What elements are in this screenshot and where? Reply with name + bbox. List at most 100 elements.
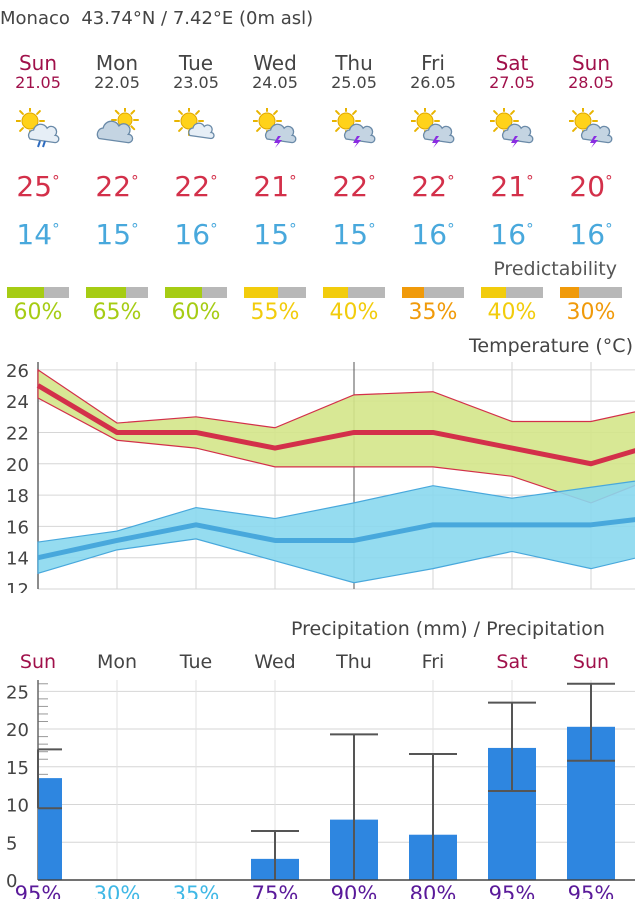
precipitation-day-label: Mon (97, 651, 137, 673)
max-temperature: 22° (319, 170, 389, 203)
temperature-tick-label: 14 (6, 549, 29, 570)
predictability-fill (165, 287, 203, 298)
degree-symbol: ° (605, 172, 613, 190)
min-temperature: 16° (556, 218, 626, 251)
min-temperature-value: 15 (253, 218, 290, 251)
day-date: 26.05 (410, 73, 456, 92)
day-header: Tue 23.05 (161, 52, 231, 91)
max-temperature: 22° (161, 170, 231, 203)
precipitation-title: Precipitation (mm) / Precipitation (291, 618, 605, 640)
day-date: 28.05 (568, 73, 614, 92)
predictability-value: 30% (566, 300, 616, 325)
sun-thunderstorm-icon (568, 106, 613, 148)
max-temperature: 25° (3, 170, 73, 203)
degree-symbol: ° (131, 172, 139, 190)
day-name: Mon (95, 51, 139, 75)
max-temperature: 22° (82, 170, 152, 203)
max-temperature: 22° (398, 170, 468, 203)
degree-symbol: ° (526, 172, 534, 190)
location-coords: 43.74°N / 7.42°E (0m asl) (81, 8, 314, 29)
precipitation-error-bar (567, 682, 615, 762)
precipitation-tick-label: 15 (6, 758, 29, 779)
day-header: Wed 24.05 (240, 52, 310, 91)
day-date: 22.05 (94, 73, 140, 92)
day-date: 27.05 (489, 73, 535, 92)
min-temperature: 14° (3, 218, 73, 251)
precipitation-probability: 75% (252, 882, 299, 899)
day-date: 23.05 (173, 73, 219, 92)
predictability-bar (244, 287, 306, 298)
min-temperature-line (37, 517, 635, 561)
predictability-value: 65% (92, 300, 142, 325)
day-name: Sat (495, 51, 529, 75)
predictability-value: 35% (408, 300, 458, 325)
predictability-fill (323, 287, 348, 298)
min-temperature-value: 14 (16, 218, 53, 251)
min-temperature-value: 15 (332, 218, 369, 251)
predictability-value: 60% (171, 300, 221, 325)
temperature-title: Temperature (°C) (469, 335, 633, 357)
predictability-title: Predictability (493, 258, 617, 280)
sun-cloud-rain-icon (15, 106, 60, 148)
predictability-fill (560, 287, 579, 298)
degree-symbol: ° (447, 172, 455, 190)
location-name: Monaco (0, 8, 70, 29)
day-name: Sun (571, 51, 611, 75)
max-temperature-value: 22 (174, 170, 211, 203)
min-temperature-value: 16 (174, 218, 211, 251)
temperature-tick-label: 20 (6, 455, 29, 476)
sun-cloud-icon (174, 106, 218, 148)
predictability-fill (402, 287, 424, 298)
day-date: 25.05 (331, 73, 377, 92)
temperature-tick-label: 12 (6, 580, 29, 593)
temperature-tick-label: 16 (6, 517, 29, 538)
degree-symbol: ° (605, 220, 613, 238)
degree-symbol: ° (131, 220, 139, 238)
precipitation-probability: 95% (489, 882, 536, 899)
temperature-tick-label: 24 (6, 392, 29, 413)
degree-symbol: ° (289, 172, 297, 190)
sun-thunderstorm-icon (252, 106, 297, 148)
degree-symbol: ° (52, 220, 60, 238)
precipitation-error-bar (251, 829, 299, 880)
temperature-chart: 12 14 16 18 20 22 24 26 (6, 361, 635, 593)
precipitation-tick-label: 10 (6, 796, 29, 817)
predictability-fill (244, 287, 279, 298)
max-temperature: 21° (240, 170, 310, 203)
degree-symbol: ° (289, 220, 297, 238)
predictability-value: 55% (250, 300, 300, 325)
predictability-bar (402, 287, 464, 298)
precipitation-probability: 90% (331, 882, 378, 899)
precipitation-error-bar (37, 748, 62, 810)
day-date: 24.05 (252, 73, 298, 92)
precipitation-tick-label: 0 (6, 871, 17, 892)
temperature-tick-label: 26 (6, 361, 29, 382)
max-temperature-value: 21 (253, 170, 290, 203)
precipitation-probability: 80% (410, 882, 457, 899)
min-temperature: 15° (240, 218, 310, 251)
sun-thunderstorm-icon (410, 106, 455, 148)
precipitation-probability: 30% (94, 882, 141, 899)
precipitation-chart: Sun Mon Tue Wed Thu Fri Sat Sun 0 5 10 15 20 25 95% 30%… (6, 651, 635, 899)
predictability-bar (86, 287, 148, 298)
precipitation-day-label: Tue (179, 651, 212, 673)
precipitation-day-label: Sun (573, 651, 609, 673)
precipitation-day-label: Sun (20, 651, 56, 673)
max-temperature-value: 25 (16, 170, 53, 203)
predictability-fill (481, 287, 506, 298)
day-name: Fri (421, 51, 445, 75)
precipitation-probability: 95% (15, 882, 62, 899)
min-temperature: 15° (319, 218, 389, 251)
sun-thunderstorm-icon (489, 106, 534, 148)
day-name: Sun (18, 51, 58, 75)
predictability-bar (165, 287, 227, 298)
degree-symbol: ° (210, 172, 218, 190)
sun-thunderstorm-icon (331, 106, 376, 148)
day-name: Wed (253, 51, 297, 75)
precipitation-tick-label: 25 (6, 682, 29, 703)
predictability-value: 40% (329, 300, 379, 325)
predictability-value: 60% (13, 300, 63, 325)
max-temperature-value: 22 (332, 170, 369, 203)
degree-symbol: ° (368, 172, 376, 190)
max-temperature-value: 20 (569, 170, 606, 203)
